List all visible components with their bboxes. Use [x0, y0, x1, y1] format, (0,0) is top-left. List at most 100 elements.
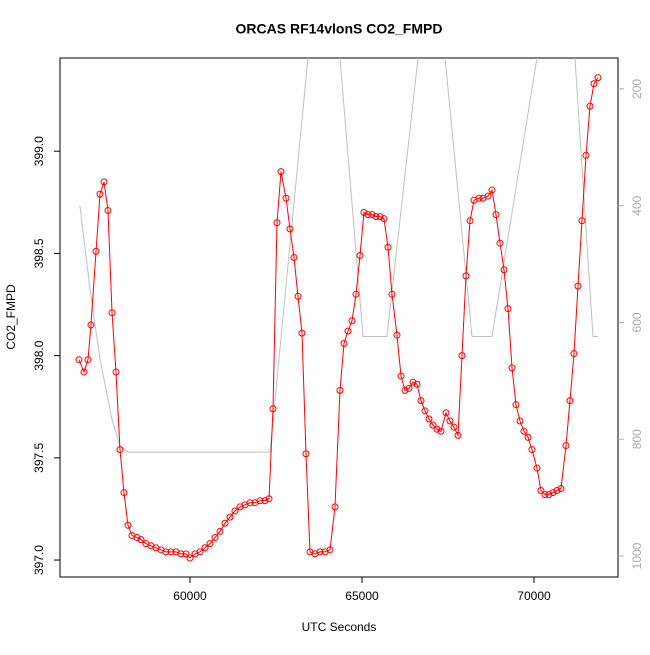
point — [566, 397, 574, 405]
point — [516, 417, 524, 425]
point — [108, 309, 116, 317]
point — [177, 550, 185, 558]
point — [405, 384, 413, 392]
point — [393, 331, 401, 339]
point — [508, 364, 516, 372]
series-line — [78, 77, 599, 559]
y-tick-label: 398.5 — [32, 238, 46, 268]
point — [488, 186, 496, 194]
point — [364, 211, 372, 219]
point — [120, 489, 128, 497]
point — [388, 290, 396, 298]
point — [316, 548, 324, 556]
point — [162, 548, 170, 556]
point — [545, 491, 553, 499]
y-tick-label: 397.5 — [32, 442, 46, 472]
point — [433, 425, 441, 433]
point — [100, 178, 108, 186]
point — [417, 397, 425, 405]
point — [454, 431, 462, 439]
point — [84, 356, 92, 364]
point — [96, 190, 104, 198]
point — [124, 521, 132, 529]
point — [401, 386, 409, 394]
point — [112, 368, 120, 376]
point — [537, 487, 545, 495]
y-tick-label: 399.0 — [32, 136, 46, 166]
point — [294, 292, 302, 300]
point — [231, 507, 239, 515]
point — [425, 415, 433, 423]
point — [80, 368, 88, 376]
point — [92, 247, 100, 255]
point — [496, 239, 504, 247]
point — [201, 544, 209, 552]
point — [326, 546, 334, 554]
point — [282, 194, 290, 202]
point — [437, 427, 445, 435]
point — [211, 534, 219, 542]
point — [216, 527, 224, 535]
plot-area — [75, 58, 602, 562]
point — [582, 151, 590, 159]
point — [524, 433, 532, 441]
point — [336, 386, 344, 394]
point — [344, 327, 352, 335]
point — [380, 215, 388, 223]
point — [265, 495, 273, 503]
point — [504, 305, 512, 313]
point — [87, 321, 95, 329]
point — [182, 550, 190, 558]
point — [557, 484, 565, 492]
point — [384, 243, 392, 251]
point — [277, 168, 285, 176]
x-tick-label: 65000 — [345, 589, 379, 603]
point — [368, 211, 376, 219]
series-line — [79, 58, 598, 453]
point — [450, 423, 458, 431]
point — [466, 217, 474, 225]
point — [484, 192, 492, 200]
point — [206, 540, 214, 548]
point — [590, 80, 598, 88]
point — [226, 513, 234, 521]
point — [167, 548, 175, 556]
y-tick-label: 397.0 — [32, 545, 46, 575]
point — [533, 464, 541, 472]
point — [116, 446, 124, 454]
point — [360, 209, 368, 217]
point — [104, 206, 112, 214]
point — [302, 450, 310, 458]
point — [458, 352, 466, 360]
y-axis-label: CO2_FMPD — [4, 284, 18, 350]
point — [475, 194, 483, 202]
point — [594, 74, 602, 82]
point — [578, 217, 586, 225]
point — [574, 282, 582, 290]
point — [75, 356, 83, 364]
point — [246, 499, 254, 507]
point — [520, 427, 528, 435]
point — [261, 497, 269, 505]
point — [492, 211, 500, 219]
point — [196, 548, 204, 556]
point — [397, 372, 405, 380]
point — [356, 251, 364, 259]
point — [586, 102, 594, 110]
point — [290, 254, 298, 262]
point — [541, 491, 549, 499]
point — [269, 405, 277, 413]
point — [352, 290, 360, 298]
point — [462, 272, 470, 280]
y-tick-label: 398.0 — [32, 340, 46, 370]
y2-tick-label: 200 — [630, 79, 644, 99]
point — [273, 219, 281, 227]
x-axis-label: UTC Seconds — [302, 620, 377, 634]
x-tick-label: 70000 — [517, 589, 551, 603]
point — [429, 421, 437, 429]
y2-tick-label: 600 — [630, 312, 644, 332]
point — [348, 317, 356, 325]
